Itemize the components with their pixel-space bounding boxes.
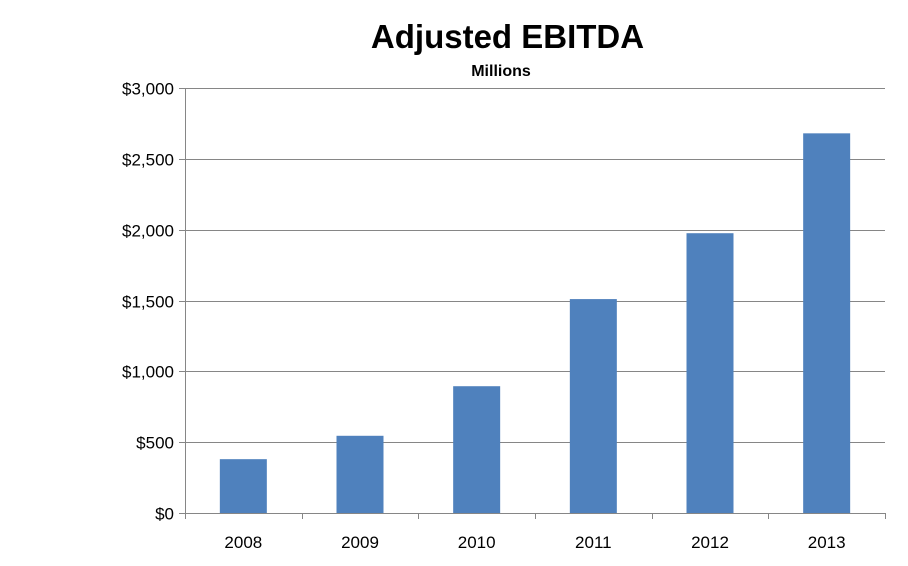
x-tick-label: 2008	[224, 533, 262, 552]
bar-2012	[686, 233, 734, 514]
x-tick-label: 2013	[808, 533, 846, 552]
y-tick-label: $3,000	[122, 80, 174, 99]
y-tick-label: $1,000	[122, 363, 174, 382]
chart-subtitle: Millions	[471, 63, 531, 80]
bar-2010	[453, 386, 501, 513]
x-tick-label: 2010	[458, 533, 496, 552]
x-tick-label: 2012	[691, 533, 729, 552]
chart-title: Adjusted EBITDA	[370, 18, 645, 55]
y-tick-label: $2,500	[122, 151, 174, 170]
x-tick-label: 2009	[341, 533, 379, 552]
bar-2009	[336, 435, 384, 513]
bar-2013	[803, 133, 851, 514]
y-tick-label: $0	[155, 505, 174, 524]
x-tick-label: 2011	[575, 533, 612, 552]
y-tick-label: $1,500	[122, 293, 174, 312]
y-tick-label: $500	[136, 434, 174, 453]
bar-2008	[219, 459, 267, 513]
bar-2011	[569, 299, 617, 513]
y-tick-label: $2,000	[122, 222, 174, 241]
